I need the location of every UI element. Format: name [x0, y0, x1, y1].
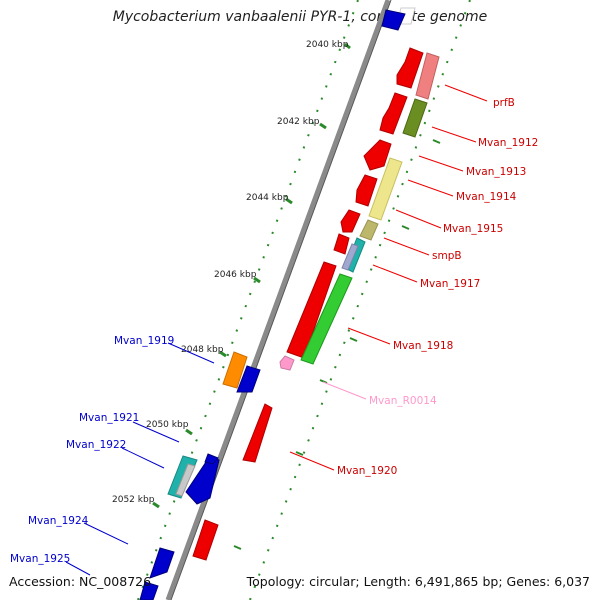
gene-label-Mvan_1922[interactable]: Mvan_1922 — [66, 439, 126, 451]
tick-mark — [219, 350, 227, 358]
tick-label: 2048 kbp — [181, 345, 224, 355]
accession-label: Accession: NC_008726 — [9, 574, 152, 589]
genome-backbone-edge — [170, 0, 392, 600]
gene-arrow-Mvan_1920[interactable] — [242, 403, 273, 463]
gene-label-Mvan_1921[interactable]: Mvan_1921 — [79, 412, 139, 424]
gene-arrow-Mvan_1925[interactable] — [139, 581, 159, 600]
track-dashes — [233, 139, 441, 550]
category-boxes — [167, 52, 440, 499]
tick-label: 2042 kbp — [277, 117, 320, 127]
category-box — [415, 52, 440, 100]
gene-label-Mvan_1925[interactable]: Mvan_1925 — [10, 553, 70, 565]
tick-label: 2040 kbp — [306, 40, 349, 50]
gene-label-Mvan_1924[interactable]: Mvan_1924 — [28, 515, 89, 527]
gene-arrow-Mvan_1919[interactable] — [236, 365, 261, 393]
gene-arrow-smpB[interactable] — [333, 233, 350, 255]
track-guide-outer-forward — [249, 0, 471, 600]
category-box — [222, 351, 248, 389]
category-box — [341, 243, 359, 271]
category-box — [175, 463, 196, 497]
tick-mark — [185, 428, 193, 436]
gene-arrow-Mvan_1912[interactable] — [379, 92, 408, 135]
tick-mark — [152, 501, 160, 509]
gene-arrow[interactable] — [381, 9, 406, 31]
gene-arrow-Mvan_1913[interactable] — [363, 139, 392, 171]
gene-label-Mvan_1918[interactable]: Mvan_1918 — [393, 340, 453, 352]
reverse-strand-features — [139, 9, 406, 600]
tick-label: 2046 kbp — [214, 270, 257, 280]
label-leaders-right — [289, 84, 488, 471]
gene-label-smpB[interactable]: smpB — [432, 250, 462, 262]
tick-mark — [285, 197, 293, 205]
gene-arrow-Mvan_1924[interactable] — [149, 547, 175, 579]
gene-label-Mvan_1913[interactable]: Mvan_1913 — [466, 166, 526, 178]
gene-label-prfB[interactable]: prfB — [493, 97, 515, 109]
category-box — [359, 219, 379, 241]
gene-arrow-Mvan_1921[interactable] — [204, 453, 219, 465]
gene-label-Mvan_1912[interactable]: Mvan_1912 — [478, 137, 538, 149]
gene-labels-right: prfB Mvan_1912 Mvan_1913 Mvan_1914 Mvan_… — [337, 97, 538, 477]
category-box — [368, 157, 403, 221]
label-leader-rna — [322, 381, 367, 400]
tick-label: 2052 kbp — [112, 495, 155, 505]
genome-backbone — [165, 0, 391, 600]
gene-label-Mvan_R0014[interactable]: Mvan_R0014 — [369, 395, 437, 407]
tick-label: 2050 kbp — [146, 420, 189, 430]
gene-labels-left: Mvan_1919 Mvan_1921 Mvan_1922 Mvan_1924 … — [10, 335, 174, 565]
gene-label-Mvan_1917[interactable]: Mvan_1917 — [420, 278, 480, 290]
tick-mark — [344, 42, 351, 50]
gene-label-Mvan_1919[interactable]: Mvan_1919 — [114, 335, 174, 347]
tick-mark — [253, 276, 261, 284]
gene-label-Mvan_1914[interactable]: Mvan_1914 — [456, 191, 517, 203]
category-box — [402, 98, 428, 138]
genome-summary: Topology: circular; Length: 6,491,865 bp… — [246, 574, 590, 589]
tick-marks: 2040 kbp 2042 kbp 2044 kbp 2046 kbp 2048… — [112, 40, 351, 509]
gene-label-Mvan_1915[interactable]: Mvan_1915 — [443, 223, 503, 235]
gene-arrow-Mvan_1915[interactable] — [340, 209, 361, 233]
gene-arrow-Mvan_R0014[interactable] — [279, 355, 295, 371]
label-leaders-left — [65, 342, 215, 576]
gene-arrow-Mvan_1914[interactable] — [355, 174, 378, 207]
tick-mark — [319, 122, 327, 130]
forward-strand-features — [192, 7, 424, 561]
track-guide-outer-reverse — [137, 0, 359, 600]
gene-arrow[interactable] — [192, 519, 219, 561]
gene-label-Mvan_1920[interactable]: Mvan_1920 — [337, 465, 397, 477]
gene-arrow-prfB[interactable] — [396, 47, 424, 89]
category-box — [300, 273, 353, 365]
tick-label: 2044 kbp — [246, 193, 289, 203]
